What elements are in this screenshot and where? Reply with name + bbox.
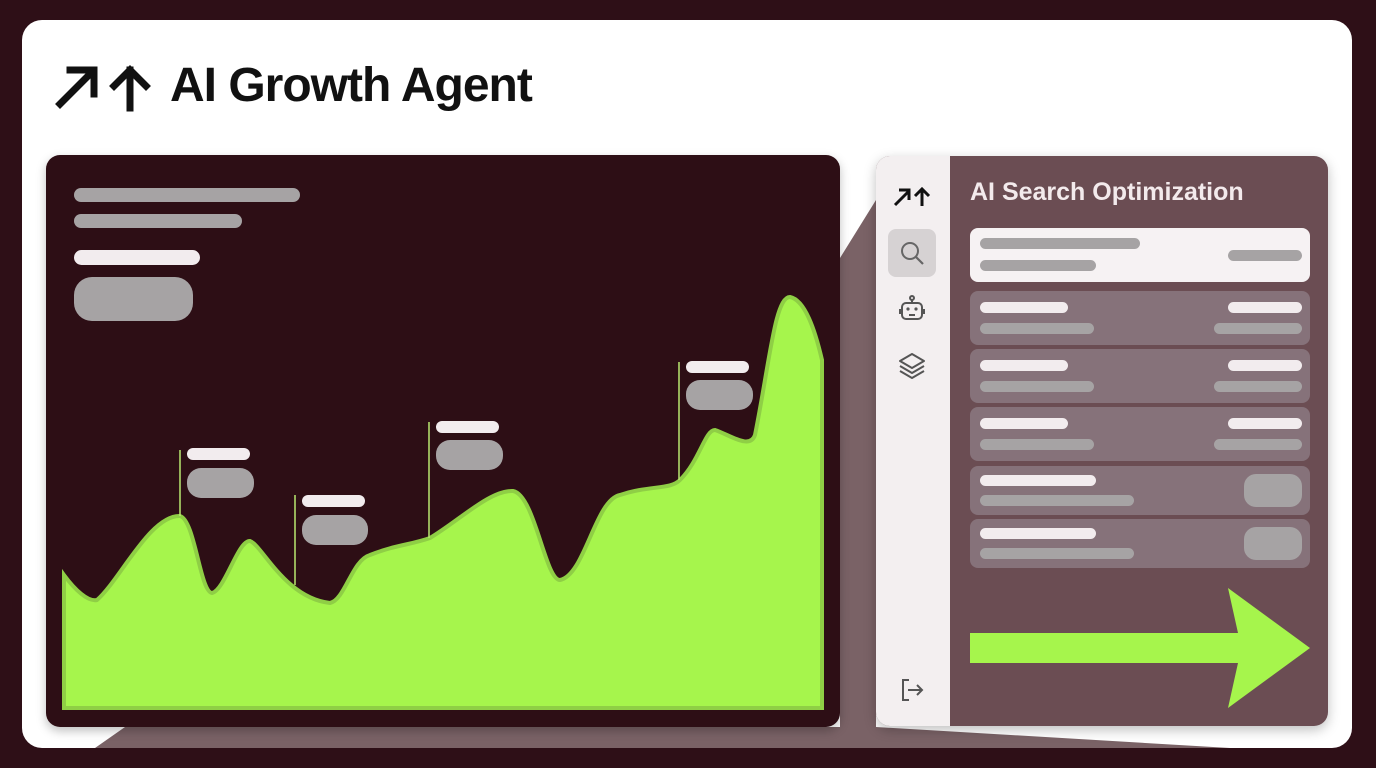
robot-icon[interactable] (888, 286, 936, 334)
header: AI Growth Agent (54, 58, 533, 113)
list-item-selected[interactable] (970, 228, 1310, 282)
search-icon[interactable] (888, 229, 936, 277)
list-item[interactable] (970, 519, 1310, 568)
sidebar (876, 156, 950, 726)
search-optimization-panel: AI Search Optimization (876, 156, 1328, 726)
list-item[interactable] (970, 466, 1310, 515)
logout-icon[interactable] (888, 666, 936, 714)
placeholder-line (74, 214, 242, 228)
placeholder-label (74, 250, 200, 265)
panel-title: AI Search Optimization (970, 178, 1244, 206)
list-item[interactable] (970, 291, 1310, 345)
placeholder-line (74, 188, 300, 202)
list-item[interactable] (970, 349, 1310, 403)
growth-arrows-icon (55, 64, 151, 111)
layers-icon[interactable] (888, 341, 936, 389)
list-item[interactable] (970, 407, 1310, 461)
growth-arrows-icon[interactable] (888, 172, 936, 220)
placeholder-value (74, 277, 193, 321)
arrow-right-icon (970, 588, 1310, 708)
app-title: AI Growth Agent (170, 59, 533, 112)
